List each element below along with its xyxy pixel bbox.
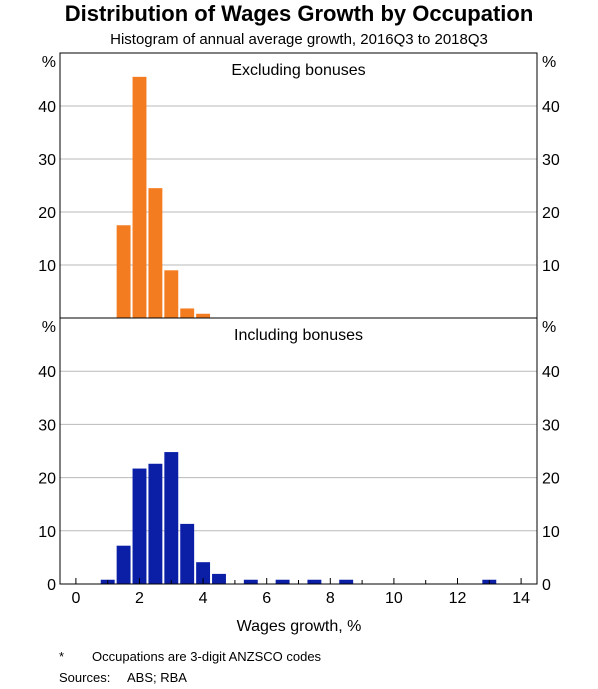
y-tick-right-excluding-bonuses-30: 30 (542, 152, 560, 169)
x-tick-8: 8 (326, 590, 335, 607)
bar-including-bonuses-3 (164, 452, 179, 584)
unit-right-including-bonuses: % (542, 319, 556, 336)
y-tick-left-including-bonuses-20: 20 (38, 471, 56, 488)
bar-excluding-bonuses-3.5 (180, 308, 195, 318)
y-tick-left-excluding-bonuses-20: 20 (38, 205, 56, 222)
y-tick-left-including-bonuses-30: 30 (38, 417, 56, 434)
bar-excluding-bonuses-4 (196, 313, 211, 318)
x-tick-2: 2 (135, 590, 144, 607)
panel-including-bonuses: 0 0 10 10 20 20 30 30 40 40% % Including bonuses (38, 317, 560, 594)
x-axis: 0 2 4 6 8 10 12 14 (71, 578, 530, 607)
y-tick-right-excluding-bonuses-10: 10 (542, 258, 560, 275)
bar-including-bonuses-4.5 (212, 573, 226, 584)
y-tick-left-including-bonuses-10: 10 (38, 524, 56, 541)
bar-including-bonuses-5.5 (243, 579, 258, 584)
bar-including-bonuses-8.5 (339, 579, 354, 584)
panel-frame-including-bonuses (59, 317, 538, 585)
y-tick-right-including-bonuses-40: 40 (542, 364, 560, 381)
y-tick-left-excluding-bonuses-40: 40 (38, 99, 56, 116)
y-tick-right-including-bonuses-10: 10 (542, 524, 560, 541)
y-tick-right-excluding-bonuses-40: 40 (542, 99, 560, 116)
bar-including-bonuses-2 (132, 468, 147, 584)
y-tick-left-including-bonuses-40: 40 (38, 364, 56, 381)
chart-subtitle: Histogram of annual average growth, 2016… (110, 31, 488, 48)
unit-right-excluding-bonuses: % (542, 54, 556, 71)
y-tick-left-including-bonuses-0: 0 (47, 577, 56, 594)
y-tick-right-including-bonuses-30: 30 (542, 417, 560, 434)
unit-left-including-bonuses: % (42, 319, 56, 336)
bar-including-bonuses-1.5 (116, 545, 131, 584)
sources-label: Sources: (59, 670, 110, 685)
bar-excluding-bonuses-1.5 (116, 225, 131, 318)
unit-left-excluding-bonuses: % (42, 54, 56, 71)
bar-including-bonuses-2.5 (148, 463, 163, 584)
bar-including-bonuses-6.5 (275, 579, 290, 584)
x-tick-10: 10 (385, 590, 403, 607)
x-tick-6: 6 (262, 590, 271, 607)
panel-title-excluding-bonuses: Excluding bonuses (231, 62, 365, 79)
x-axis-label: Wages growth, % (237, 618, 362, 635)
x-tick-4: 4 (199, 590, 208, 607)
panel-excluding-bonuses: 10 10 20 20 30 30 40 40% % Excluding bonuses (38, 52, 560, 319)
y-tick-left-excluding-bonuses-30: 30 (38, 152, 56, 169)
footnote-star: * (59, 649, 64, 664)
y-tick-right-excluding-bonuses-20: 20 (542, 205, 560, 222)
y-tick-right-including-bonuses-20: 20 (542, 471, 560, 488)
sources-text: ABS; RBA (127, 670, 187, 685)
bar-excluding-bonuses-3 (164, 270, 179, 318)
footnote-text: Occupations are 3-digit ANZSCO codes (92, 649, 322, 664)
y-tick-left-excluding-bonuses-10: 10 (38, 258, 56, 275)
panel-frame-excluding-bonuses (59, 52, 538, 319)
x-tick-0: 0 (71, 590, 80, 607)
bar-including-bonuses-4 (196, 562, 211, 584)
panel-title-including-bonuses: Including bonuses (234, 327, 363, 344)
bar-including-bonuses-3.5 (180, 523, 195, 584)
chart-title: Distribution of Wages Growth by Occupati… (65, 1, 534, 26)
y-tick-right-including-bonuses-0: 0 (542, 577, 551, 594)
x-tick-12: 12 (449, 590, 467, 607)
bar-excluding-bonuses-2 (132, 76, 147, 318)
bar-excluding-bonuses-2.5 (148, 188, 163, 318)
bar-including-bonuses-7.5 (307, 579, 322, 584)
x-tick-14: 14 (512, 590, 530, 607)
